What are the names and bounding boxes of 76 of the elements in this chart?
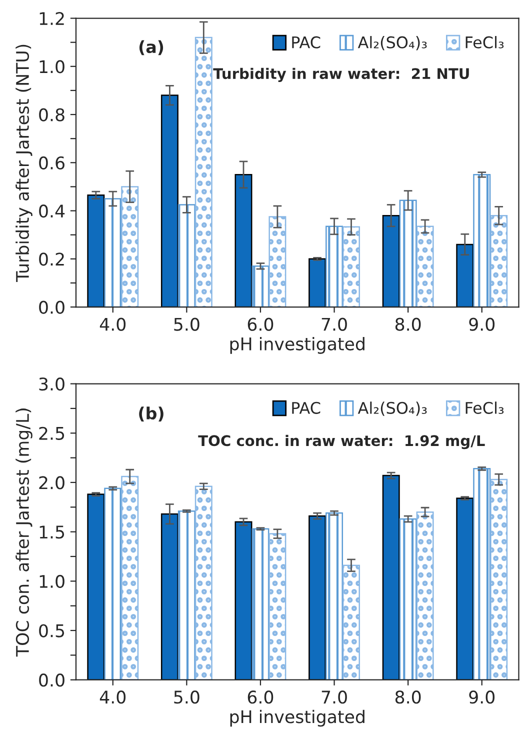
annotation: TOC conc. in raw water: 1.92 mg/L: [198, 434, 485, 450]
bar: [490, 478, 508, 680]
x-tick-label: 5.0: [174, 318, 200, 331]
y-tick-label: 0.0: [39, 300, 64, 314]
y-tick-label: 1.2: [40, 12, 64, 25]
y-axis-title: TOC con. after Jartest (mg/L): [16, 408, 32, 657]
y-tick-label: 1.0: [40, 574, 64, 588]
bar: [252, 265, 270, 308]
bar: [399, 200, 417, 308]
y-tick-label: 2.0: [39, 476, 64, 490]
bar: [490, 214, 508, 308]
annotation: (b): [139, 406, 164, 422]
y-tick-label: 0.2: [39, 252, 64, 266]
x-tick-label: 8.0: [395, 690, 421, 704]
x-tick-label: 6.0: [248, 318, 274, 331]
bar: [234, 521, 252, 680]
bar: [473, 174, 491, 308]
legend-label: FeCl₃: [466, 402, 504, 414]
x-axis-title: pH investigated: [230, 710, 364, 727]
bar: [194, 486, 212, 680]
bar: [121, 186, 139, 308]
y-tick-label: 0.6: [39, 156, 64, 170]
y-tick-label: 0.5: [39, 624, 64, 638]
x-axis-title: pH investigated: [230, 337, 364, 354]
bar: [268, 216, 286, 308]
bar: [252, 528, 270, 680]
bar: [178, 510, 196, 680]
x-tick-label: 5.0: [174, 690, 200, 704]
x-tick-label: 6.0: [248, 690, 274, 704]
bar: [326, 226, 344, 308]
legend-label: PAC: [292, 36, 320, 48]
bar: [342, 226, 360, 308]
bar: [268, 533, 286, 680]
bar: [399, 518, 417, 680]
bar: [194, 36, 212, 308]
bar: [456, 498, 474, 680]
bar: [104, 198, 122, 308]
annotation: Turbidity in raw water: 21 NTU: [213, 68, 469, 82]
y-tick-label: 1.0: [40, 60, 64, 74]
legend-label: FeCl₃: [466, 36, 504, 48]
y-axis-title: Turbidity after Jartest (NTU): [16, 44, 32, 282]
y-tick-label: 0.0: [39, 674, 64, 687]
y-tick-label: 0.4: [39, 204, 65, 218]
bar: [121, 476, 139, 680]
bar: [87, 194, 105, 308]
bar: [104, 488, 122, 680]
annotation: (a): [139, 40, 164, 56]
bar: [382, 474, 400, 680]
x-tick-label: 4.0: [100, 318, 126, 331]
bar: [160, 94, 178, 308]
x-tick-label: 9.0: [469, 690, 495, 704]
y-tick-label: 2.5: [39, 426, 64, 440]
bar: [178, 204, 196, 308]
bar: [416, 226, 434, 308]
y-tick-label: 0.8: [39, 108, 64, 122]
bar: [342, 564, 360, 680]
x-tick-label: 9.0: [469, 318, 495, 331]
bar: [308, 515, 326, 680]
bar: [308, 258, 326, 308]
bar: [87, 494, 105, 680]
y-tick-label: 3.0: [39, 377, 64, 391]
bar: [160, 513, 178, 680]
bar: [326, 512, 344, 680]
bar: [416, 511, 434, 680]
x-tick-label: 7.0: [322, 318, 347, 331]
x-tick-label: 8.0: [395, 318, 421, 331]
legend-label: PAC: [292, 402, 320, 414]
x-tick-label: 7.0: [322, 690, 347, 704]
y-tick-label: 1.5: [40, 526, 64, 539]
bar: [382, 214, 400, 308]
legend-label: Al₂(SO₄)₃: [358, 36, 427, 50]
bar: [456, 244, 474, 308]
bar: [473, 468, 491, 680]
x-tick-label: 4.0: [100, 690, 126, 704]
bar: [234, 174, 252, 308]
legend-label: Al₂(SO₄)₃: [358, 402, 427, 416]
